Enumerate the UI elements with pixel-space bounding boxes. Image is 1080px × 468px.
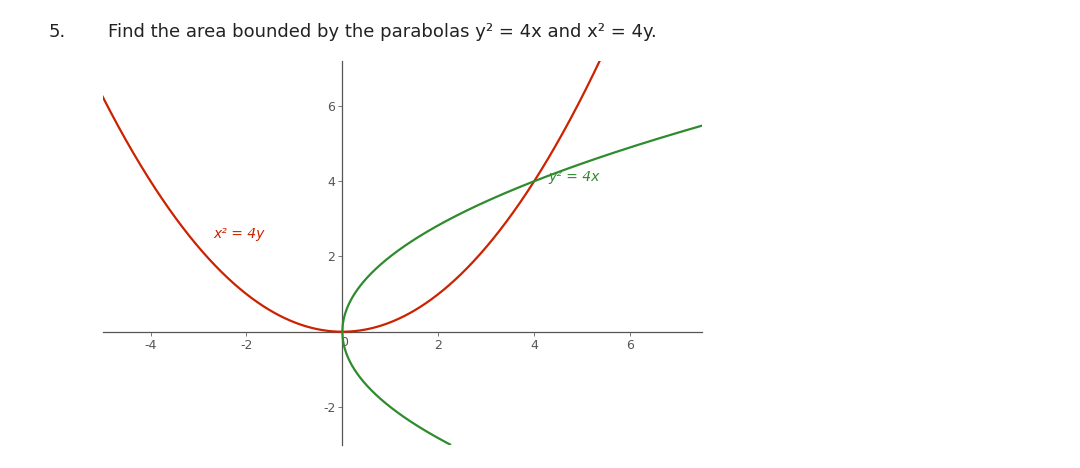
Text: 5.: 5.: [49, 23, 66, 41]
Text: Find the area bounded by the parabolas y² = 4x and x² = 4y.: Find the area bounded by the parabolas y…: [108, 23, 657, 41]
Text: 0: 0: [340, 336, 348, 349]
Text: y² = 4x: y² = 4x: [549, 170, 599, 184]
Text: x² = 4y: x² = 4y: [213, 227, 265, 241]
